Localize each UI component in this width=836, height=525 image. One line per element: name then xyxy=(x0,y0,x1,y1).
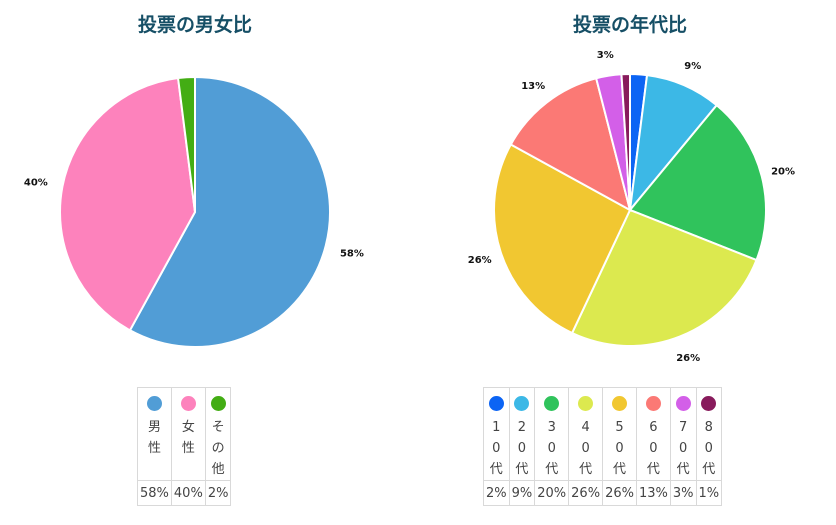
age-legend-swatch xyxy=(675,396,691,411)
age-slice-3 xyxy=(570,208,758,347)
gender-slice-1 xyxy=(59,76,197,332)
age-legend-item: 50代 xyxy=(602,387,637,481)
age-pie-chart: 9% 20% 26% 26% 13% 3% xyxy=(468,50,795,364)
age-legend-table: 10代 20代 30代 40代 50代 60代 70代 80代 2% 9% 20% 26% 26% 13… xyxy=(483,387,723,506)
age-legend-item: 20代 xyxy=(508,387,536,481)
age-legend-label: 60代 xyxy=(646,420,660,477)
gender-chart-title: 投票の男女比 xyxy=(137,14,252,36)
age-legend-item: 60代 xyxy=(635,387,671,481)
age-slice-5 xyxy=(509,77,632,212)
age-chart-panel: 投票の年代比 9% 20% 26% 26% 13% 3% 10代 20代 30代 40代 50代 6… xyxy=(420,0,836,525)
age-legend-label: 50代 xyxy=(613,420,627,477)
gender-pie-chart: 58% 40% xyxy=(24,75,364,348)
age-legend-item: 10代 xyxy=(483,387,510,481)
gender-legend-swatch xyxy=(180,396,196,411)
age-slice-2 xyxy=(628,103,767,262)
gender-legend-label: 女性 xyxy=(181,420,195,456)
age-slice-label-6: 3% xyxy=(597,50,614,61)
age-legend-label: 80代 xyxy=(702,420,716,477)
age-legend-value: 3% xyxy=(669,480,697,506)
gender-legend-item: 女性 xyxy=(170,387,206,481)
age-legend-label: 10代 xyxy=(489,420,503,477)
age-legend-label: 40代 xyxy=(579,420,593,477)
age-legend-value: 1% xyxy=(695,480,723,506)
gender-legend-value: 58% xyxy=(137,480,172,506)
age-legend-item: 70代 xyxy=(669,387,697,481)
age-legend-value: 13% xyxy=(635,480,671,506)
age-legend-swatch xyxy=(645,396,661,411)
age-legend-label: 70代 xyxy=(676,420,690,477)
age-slice-label-2: 20% xyxy=(771,167,795,178)
gender-legend-item: 男性 xyxy=(137,387,172,481)
age-legend-swatch xyxy=(578,396,594,411)
age-legend-label: 20代 xyxy=(515,420,529,477)
age-slice-label-3: 26% xyxy=(676,353,700,364)
age-legend-value: 26% xyxy=(602,480,637,506)
age-legend-value: 2% xyxy=(483,480,510,506)
gender-legend-label: 男性 xyxy=(147,420,161,456)
age-slice-label-1: 9% xyxy=(684,61,701,72)
age-slice-7 xyxy=(620,72,631,211)
age-legend-swatch xyxy=(488,396,504,411)
age-slice-label-4: 26% xyxy=(468,255,492,266)
age-legend-swatch xyxy=(701,396,717,411)
gender-legend-swatch xyxy=(210,396,226,411)
gender-legend-item: その他 xyxy=(204,387,232,481)
age-legend-label: 30代 xyxy=(545,420,559,477)
age-legend-swatch xyxy=(514,396,530,411)
age-legend-value: 20% xyxy=(534,480,570,506)
gender-slice-2 xyxy=(176,75,196,213)
age-legend-item: 30代 xyxy=(534,387,570,481)
age-legend-swatch xyxy=(544,396,560,411)
gender-slice-0 xyxy=(128,75,331,348)
age-legend-value: 9% xyxy=(508,480,536,506)
age-slice-label-5: 13% xyxy=(521,81,545,92)
gender-legend-swatch xyxy=(146,396,162,411)
age-chart-title: 投票の年代比 xyxy=(572,14,687,36)
gender-legend-value: 2% xyxy=(204,480,232,506)
age-legend-item: 40代 xyxy=(568,387,604,481)
age-legend-swatch xyxy=(612,396,628,411)
gender-slice-label-1: 40% xyxy=(24,178,48,189)
age-legend-value: 26% xyxy=(568,480,604,506)
gender-slice-label-0: 58% xyxy=(340,248,364,259)
gender-legend-label: その他 xyxy=(211,420,225,477)
gender-chart-panel: 投票の男女比 58% 40% 男性 女性 その他 58% 40% 2% xyxy=(0,0,400,525)
gender-legend-table: 男性 女性 その他 58% 40% 2% xyxy=(137,387,232,506)
gender-legend-value: 40% xyxy=(170,480,206,506)
age-legend-item: 80代 xyxy=(695,387,723,481)
